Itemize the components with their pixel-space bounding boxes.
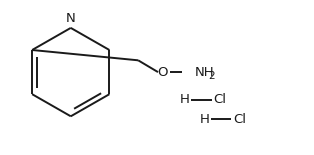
Text: Cl: Cl — [213, 93, 226, 106]
Text: N: N — [66, 12, 76, 25]
Text: 2: 2 — [208, 71, 215, 81]
Text: H: H — [200, 113, 209, 126]
Text: O: O — [158, 66, 168, 79]
Text: Cl: Cl — [233, 113, 246, 126]
Text: NH: NH — [195, 66, 214, 79]
Text: H: H — [180, 93, 190, 106]
